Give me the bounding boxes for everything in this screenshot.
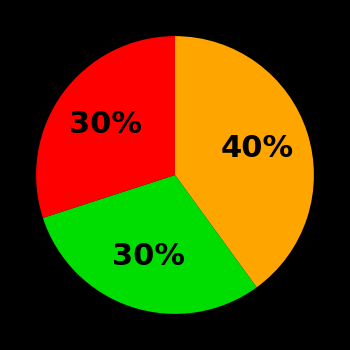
Text: 30%: 30% (69, 110, 142, 139)
Wedge shape (43, 175, 257, 314)
Text: 30%: 30% (112, 243, 185, 271)
Wedge shape (36, 36, 175, 218)
Text: 40%: 40% (220, 134, 293, 163)
Wedge shape (175, 36, 314, 287)
